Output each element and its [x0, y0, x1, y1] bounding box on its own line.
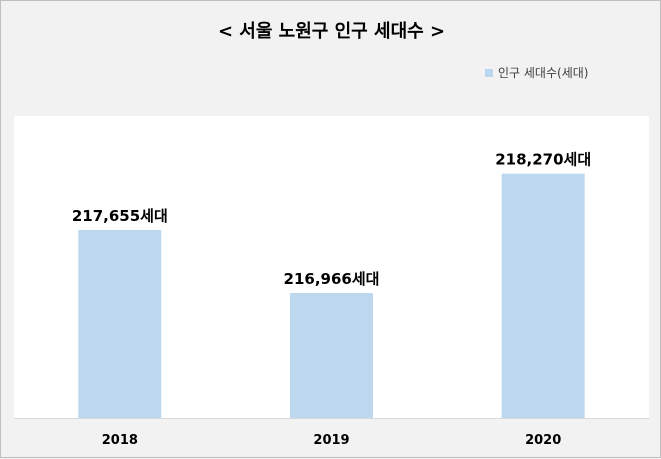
- x-tick-label-2018: 2018: [102, 433, 138, 448]
- data-label-2018: 217,655세대: [72, 207, 168, 225]
- x-tick-label-2019: 2019: [313, 433, 349, 448]
- bar-2019: [290, 292, 373, 418]
- bar-2020: [501, 173, 585, 418]
- bar-2018: [78, 229, 162, 418]
- data-label-2020: 218,270세대: [495, 151, 591, 169]
- legend: 인구 세대수(세대): [485, 64, 588, 81]
- legend-label: 인구 세대수(세대): [498, 66, 589, 80]
- chart-title: < 서울 노원구 인구 세대수 >: [217, 21, 446, 42]
- x-tick-label-2020: 2020: [525, 433, 561, 448]
- data-label-2019: 216,966세대: [284, 270, 380, 288]
- legend-swatch: [485, 68, 493, 77]
